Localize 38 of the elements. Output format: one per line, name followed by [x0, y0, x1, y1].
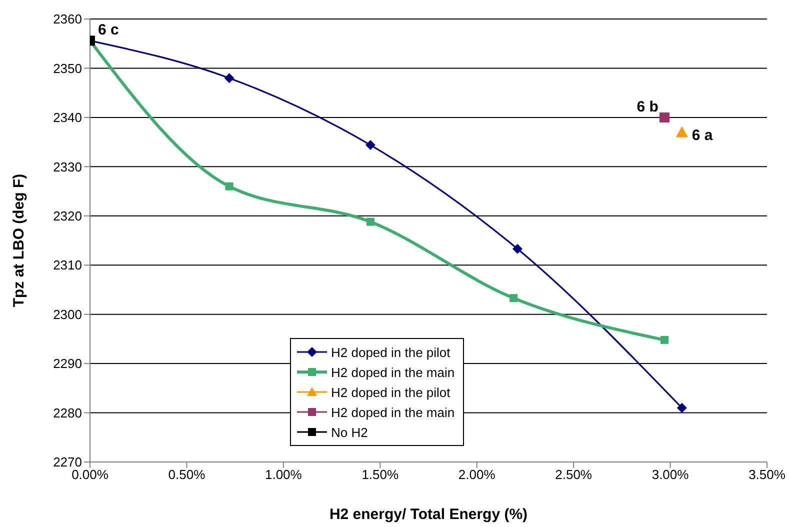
legend-label: H2 doped in the pilot — [331, 384, 450, 400]
annotation: 6 a — [692, 127, 714, 144]
y-tick-label: 2290 — [53, 356, 82, 372]
legend-label: H2 doped in the main — [331, 364, 455, 380]
y-tick-label: 2360 — [53, 12, 82, 27]
y-tick-label: 2280 — [53, 405, 82, 420]
y-tick-label: 2350 — [53, 60, 82, 76]
point — [659, 112, 670, 122]
point — [224, 73, 234, 84]
point — [676, 402, 687, 413]
legend-label: No H2 — [331, 424, 368, 440]
x-tick-label: 1.00% — [264, 467, 302, 482]
legend-label: H2 doped in the main — [331, 404, 455, 420]
x-tick-label: 3.50% — [748, 467, 786, 482]
point — [676, 126, 688, 138]
y-tick-label: 2340 — [53, 110, 82, 126]
annotation: 6 b — [636, 98, 658, 116]
y-tick-label: 2330 — [53, 159, 82, 174]
point — [660, 336, 668, 344]
y-tick-label: 2310 — [53, 258, 82, 273]
point — [366, 218, 374, 226]
y-tick-label: 2300 — [53, 306, 82, 322]
x-tick-label: 0.00% — [72, 467, 109, 482]
y-axis-title: Tpz at LBO (deg F) — [10, 174, 28, 308]
legend-label: H2 doped in the pilot — [331, 344, 450, 360]
x-tick-label: 0.50% — [168, 467, 206, 482]
point — [512, 244, 522, 254]
x-tick-label: 3.00% — [652, 467, 690, 482]
y-tick-label: 2320 — [53, 208, 82, 224]
x-tick-label: 2.50% — [555, 467, 592, 482]
annotation: 6 c — [98, 22, 119, 39]
y-tick-label: 2270 — [53, 454, 82, 470]
point — [510, 294, 518, 302]
x-tick-label: 1.50% — [362, 467, 400, 482]
point — [225, 182, 234, 190]
x-tick-label: 2.00% — [458, 467, 496, 482]
point — [365, 140, 376, 150]
x-axis-title: H2 energy/ Total Energy (%) — [329, 506, 528, 523]
